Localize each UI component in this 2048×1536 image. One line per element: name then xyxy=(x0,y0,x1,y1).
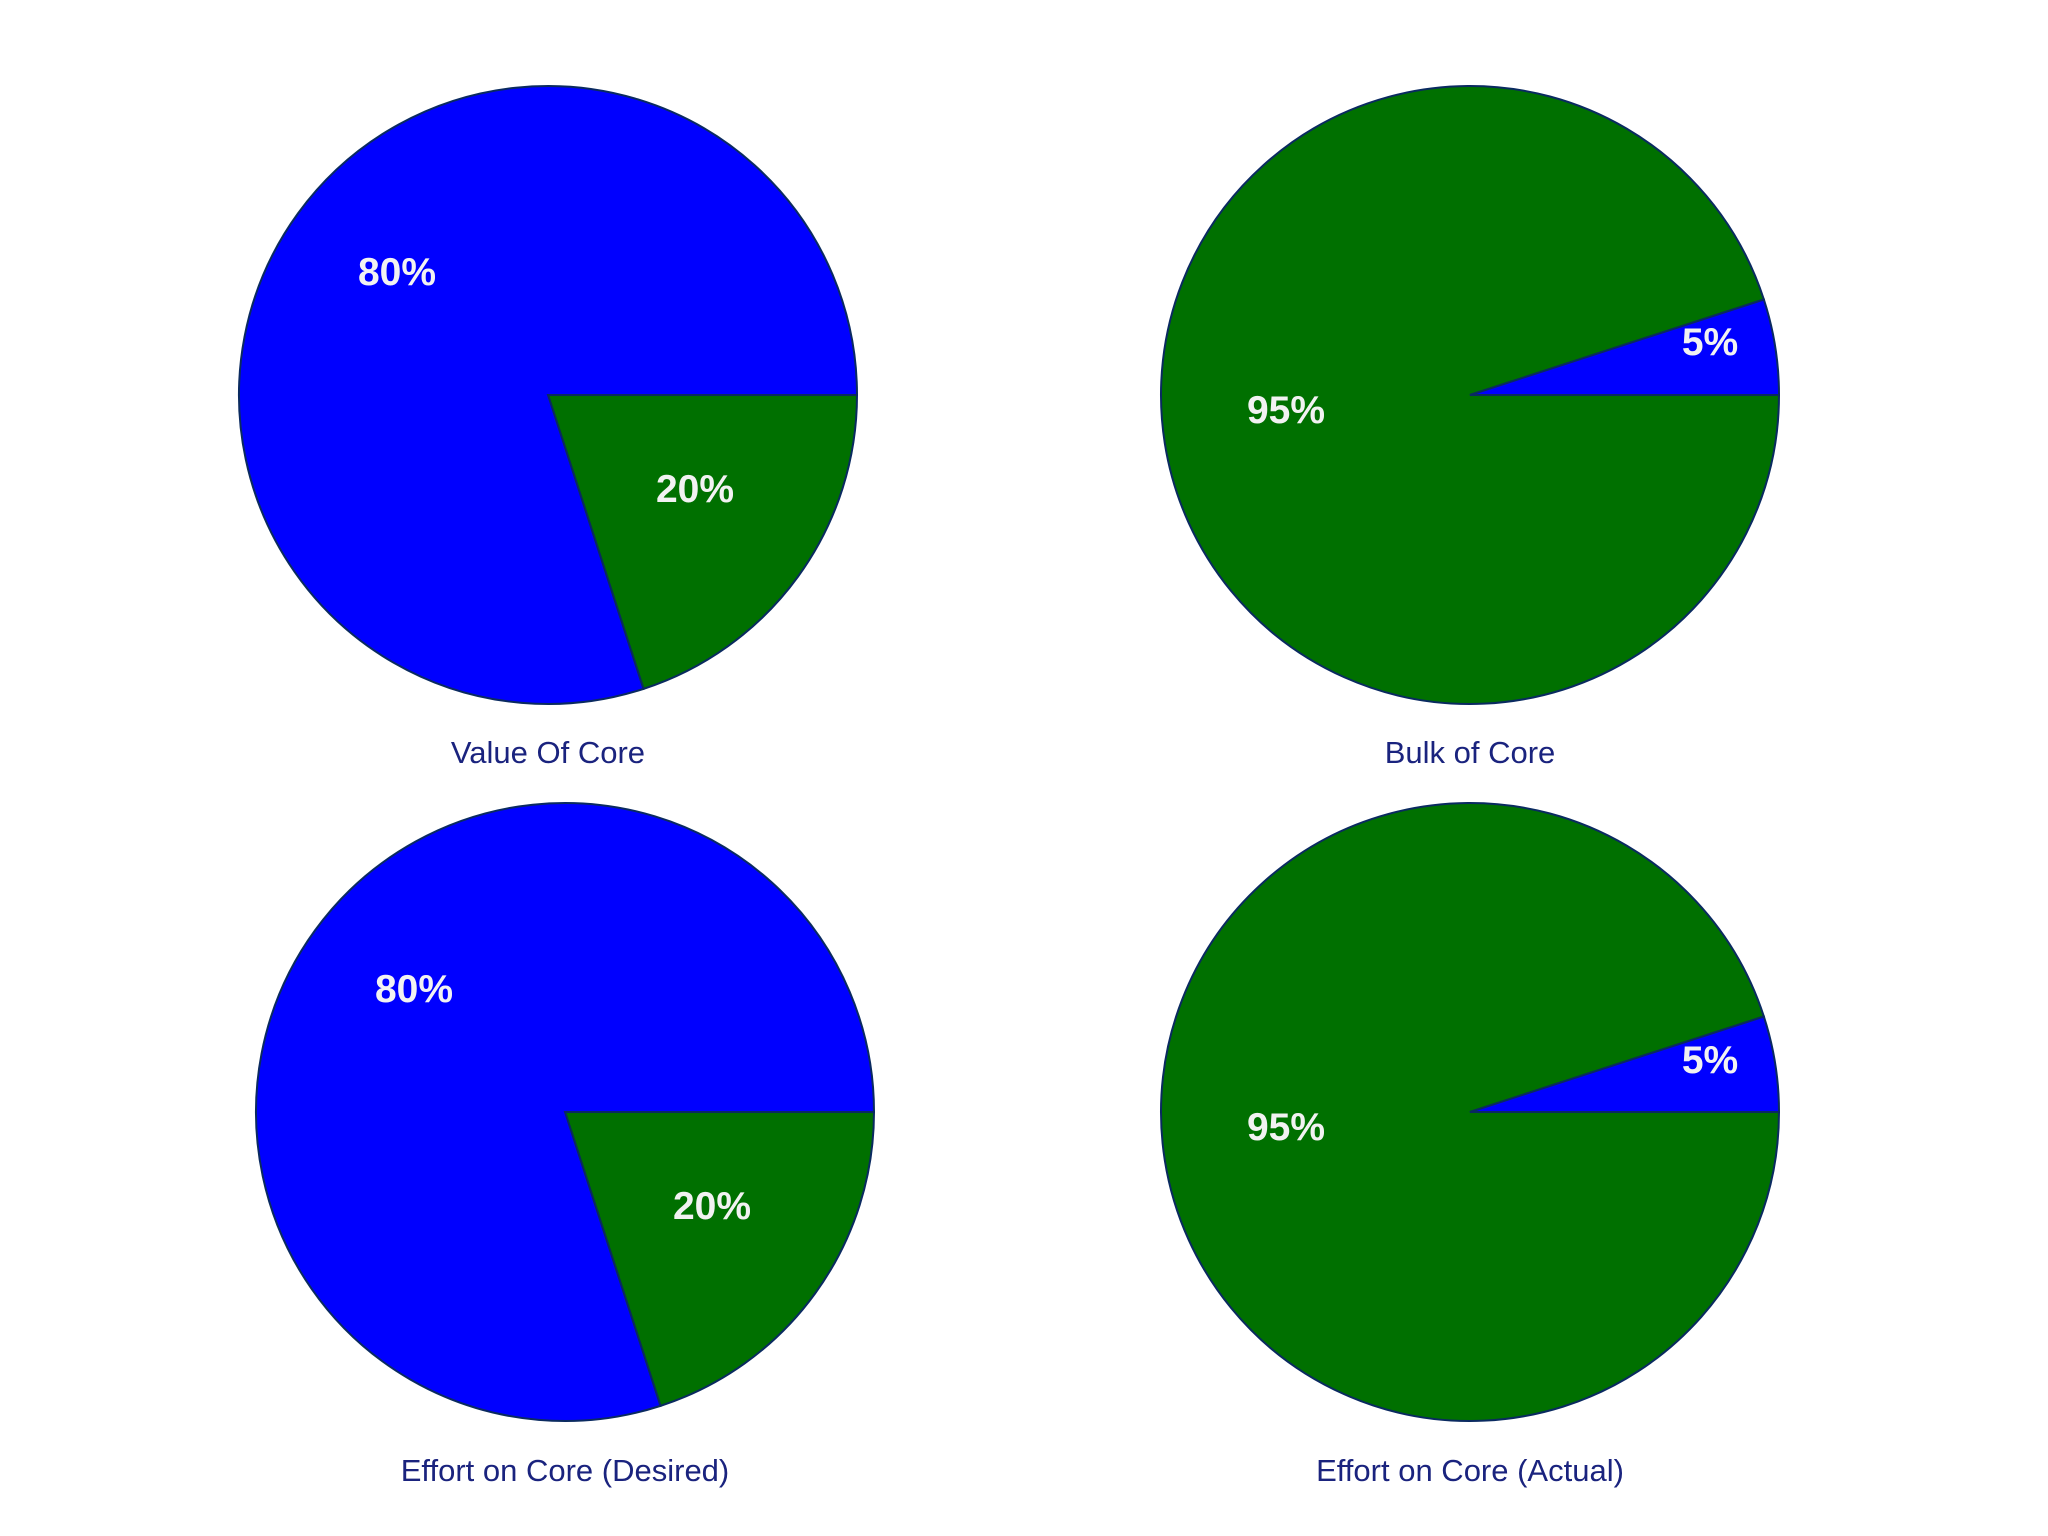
pie-slice-5 xyxy=(1469,298,1781,396)
slice-label: 5% xyxy=(1682,321,1738,364)
pie-title: Effort on Core (Actual) xyxy=(1316,1453,1624,1488)
slice-label: 20% xyxy=(656,468,734,511)
pie-title: Effort on Core (Desired) xyxy=(401,1453,730,1488)
slice-label: 95% xyxy=(1247,1106,1325,1149)
pie-slice-5 xyxy=(1469,1015,1781,1113)
pie-slice-20 xyxy=(546,394,859,691)
pie-chart-3: 20% 80% Effort on Core (Desired) xyxy=(255,802,876,1488)
pie-title: Value Of Core xyxy=(451,735,645,770)
pie-title: Bulk of Core xyxy=(1385,735,1556,770)
slice-label: 80% xyxy=(375,968,453,1011)
pie-chart-2: 95% 5% Bulk of Core xyxy=(1160,85,1781,770)
slice-label: 80% xyxy=(358,251,436,294)
pie-chart-1: 20% 80% Value Of Core xyxy=(238,85,859,770)
pie-slice-80 xyxy=(255,802,876,1422)
slice-label: 5% xyxy=(1682,1039,1738,1082)
slice-label: 95% xyxy=(1247,389,1325,432)
slice-label: 20% xyxy=(673,1185,751,1228)
pie-slice-80 xyxy=(238,85,859,705)
pie-slice-20 xyxy=(563,1111,876,1408)
pie-chart-4: 95% 5% Effort on Core (Actual) xyxy=(1160,802,1781,1488)
